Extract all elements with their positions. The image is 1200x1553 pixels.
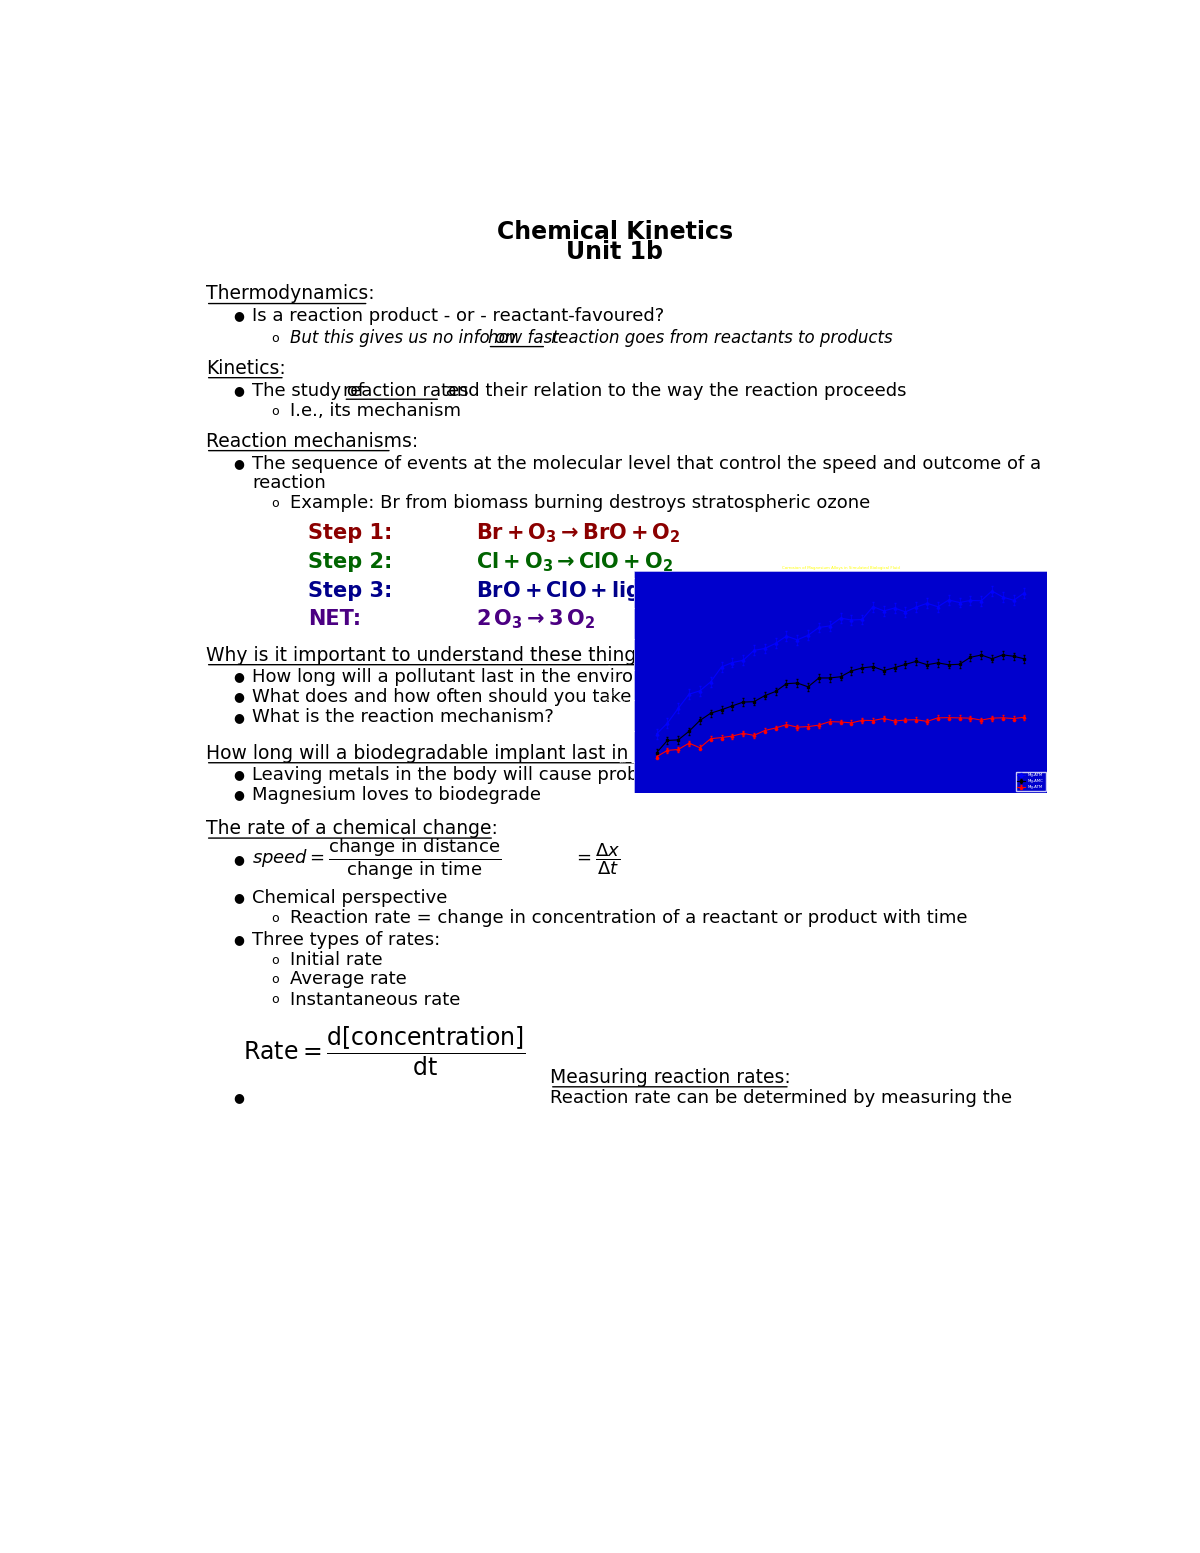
Text: Instantaneous rate: Instantaneous rate <box>289 991 460 1008</box>
Text: ●: ● <box>234 711 245 724</box>
Text: The sequence of events at the molecular level that control the speed and outcome: The sequence of events at the molecular … <box>252 455 1042 472</box>
Text: ●: ● <box>234 853 245 867</box>
Text: Example: Br from biomass burning destroys stratospheric ozone: Example: Br from biomass burning destroy… <box>289 494 870 512</box>
Text: o: o <box>271 992 278 1006</box>
Text: Reaction rate = change in concentration of a reactant or product with time: Reaction rate = change in concentration … <box>289 909 967 927</box>
Text: ●: ● <box>234 769 245 781</box>
Text: o: o <box>271 972 278 986</box>
Text: reaction rates: reaction rates <box>343 382 469 399</box>
Text: ●: ● <box>234 384 245 398</box>
Text: ●: ● <box>234 789 245 801</box>
Text: $\mathbf{Cl + O_3 \rightarrow ClO + O_2}$: $\mathbf{Cl + O_3 \rightarrow ClO + O_2}… <box>475 550 673 573</box>
Text: Chemical Kinetics: Chemical Kinetics <box>497 221 733 244</box>
Text: Reaction rate can be determined by measuring the: Reaction rate can be determined by measu… <box>550 1089 1012 1107</box>
Text: ●: ● <box>234 691 245 704</box>
Text: o: o <box>271 912 278 924</box>
Text: $\mathrm{Rate} = \dfrac{\mathrm{d[concentration]}}{\mathrm{dt}}$: $\mathrm{Rate} = \dfrac{\mathrm{d[concen… <box>242 1025 526 1078</box>
Text: $\mathbf{Br + O_3 \rightarrow BrO + O_2}$: $\mathbf{Br + O_3 \rightarrow BrO + O_2}… <box>475 522 680 545</box>
Text: Chemical perspective: Chemical perspective <box>252 888 448 907</box>
Text: Is a reaction product - or - reactant-favoured?: Is a reaction product - or - reactant-fa… <box>252 306 665 325</box>
Text: reaction goes from reactants to products: reaction goes from reactants to products <box>546 329 893 348</box>
Text: The study of: The study of <box>252 382 370 399</box>
Text: How long will a pollutant last in the environment?: How long will a pollutant last in the en… <box>252 668 701 685</box>
Text: Step 3:: Step 3: <box>308 581 392 601</box>
Text: ●: ● <box>234 671 245 683</box>
Text: o: o <box>271 954 278 966</box>
Text: ●: ● <box>234 891 245 904</box>
Text: o: o <box>271 332 278 345</box>
Text: Measuring reaction rates:: Measuring reaction rates: <box>550 1068 791 1087</box>
Text: Step 2:: Step 2: <box>308 551 392 572</box>
Text: ●: ● <box>234 309 245 321</box>
Text: ●: ● <box>234 1092 245 1104</box>
Text: Unit 1b: Unit 1b <box>566 241 664 264</box>
Text: ●: ● <box>234 457 245 471</box>
Text: Why is it important to understand these things?: Why is it important to understand these … <box>206 646 656 665</box>
Text: $\mathbf{2\,O_3 \rightarrow 3\,O_2}$: $\mathbf{2\,O_3 \rightarrow 3\,O_2}$ <box>475 607 594 631</box>
Text: reaction: reaction <box>252 474 326 492</box>
Text: The rate of a chemical change:: The rate of a chemical change: <box>206 818 498 839</box>
Text: Kinetics:: Kinetics: <box>206 359 286 377</box>
Text: Step 1:: Step 1: <box>308 523 392 544</box>
Text: Average rate: Average rate <box>289 971 407 988</box>
Text: Reaction mechanisms:: Reaction mechanisms: <box>206 432 418 450</box>
Text: Three types of rates:: Three types of rates: <box>252 930 440 949</box>
Text: $\mathit{speed} = \dfrac{\mathrm{change\ in\ distance}}{\mathrm{change\ in\ time: $\mathit{speed} = \dfrac{\mathrm{change\… <box>252 837 502 882</box>
Text: ●: ● <box>234 933 245 946</box>
Text: how fast: how fast <box>487 329 558 348</box>
Text: $\mathbf{BrO + ClO + light \rightarrow Br + Cl + O_2}$: $\mathbf{BrO + ClO + light \rightarrow B… <box>475 579 820 603</box>
Text: NET:: NET: <box>308 609 361 629</box>
Text: But this gives us no info on: But this gives us no info on <box>289 329 521 348</box>
Text: $= \dfrac{\Delta x}{\Delta t}$: $= \dfrac{\Delta x}{\Delta t}$ <box>574 842 620 877</box>
Text: What is the reaction mechanism?: What is the reaction mechanism? <box>252 708 554 727</box>
Text: o: o <box>271 405 278 418</box>
Text: Leaving metals in the body will cause problems down the line: Leaving metals in the body will cause pr… <box>252 766 810 784</box>
Text: Initial rate: Initial rate <box>289 950 382 969</box>
Text: What does and how often should you take your medicine?: What does and how often should you take … <box>252 688 775 707</box>
Text: Thermodynamics:: Thermodynamics: <box>206 284 374 303</box>
Text: Magnesium loves to biodegrade: Magnesium loves to biodegrade <box>252 786 541 804</box>
Text: How long will a biodegradable implant last in the body?: How long will a biodegradable implant la… <box>206 744 727 763</box>
Text: and their relation to the way the reaction proceeds: and their relation to the way the reacti… <box>440 382 907 399</box>
Text: I.e., its mechanism: I.e., its mechanism <box>289 402 461 421</box>
Text: o: o <box>271 497 278 509</box>
